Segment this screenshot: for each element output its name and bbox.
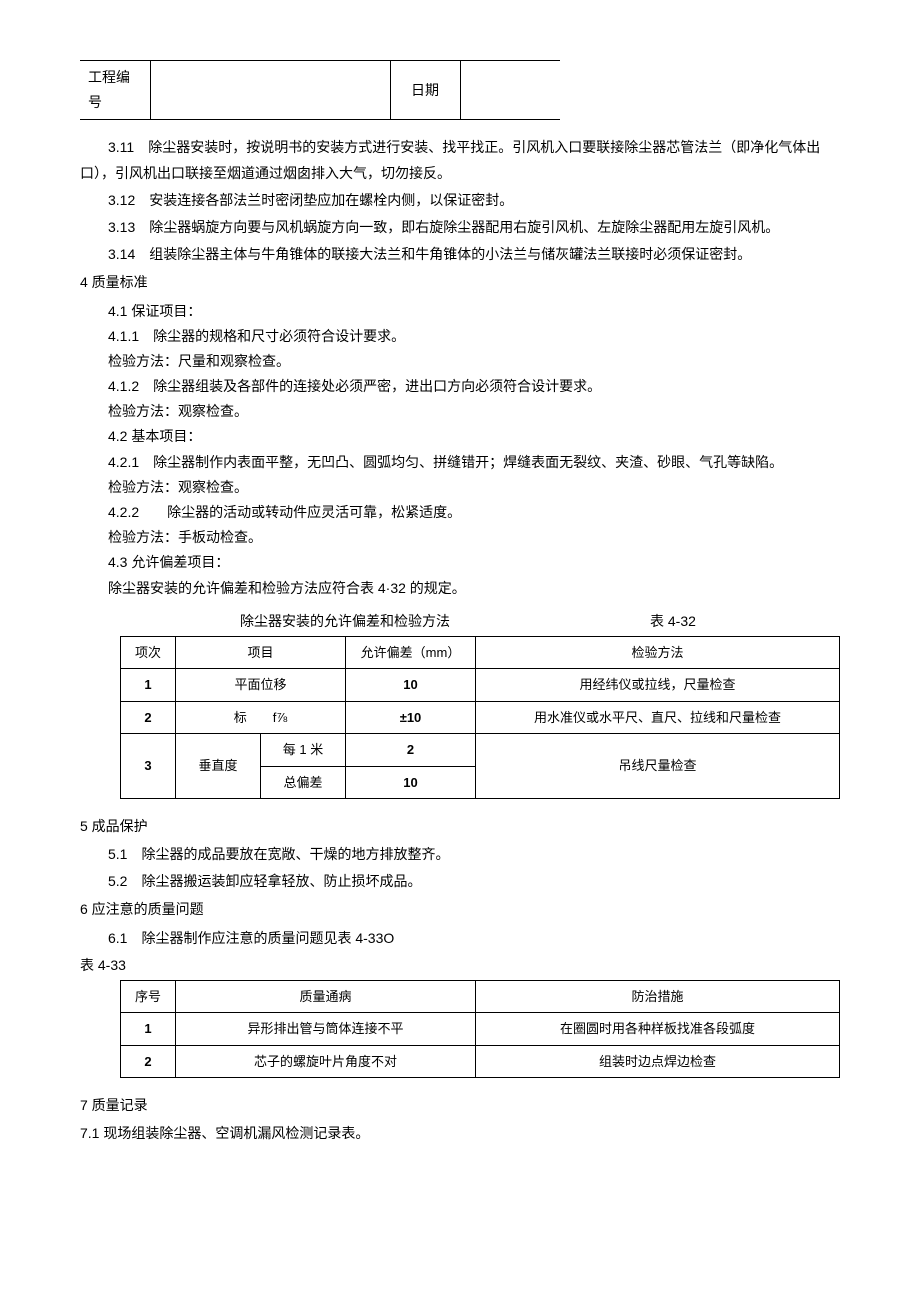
para-3-12: 3.12 安装连接各部法兰时密闭垫应加在螺栓内侧，以保证密封。 (80, 188, 840, 213)
table1-row2: 2 标 f⅞ ±10 用水准仪或水平尺、直尺、拉线和尺量检查 (121, 701, 840, 733)
table2-row1: 1 异形排出管与筒体连接不平 在圈圆时用各种样板找准各段弧度 (121, 1013, 840, 1045)
para-4-2-1: 4.2.1 除尘器制作内表面平整，无凹凸、圆弧均匀、拼缝错开；焊缝表面无裂纹、夹… (80, 450, 840, 475)
table2-h3: 防治措施 (476, 981, 840, 1013)
para-4-2-2: 4.2.2 除尘器的活动或转动件应灵活可靠，松紧适度。 (80, 500, 840, 525)
para-3-13: 3.13 除尘器蜗旋方向要与风机蜗旋方向一致，即右旋除尘器配用右旋引风机、左旋除… (80, 215, 840, 240)
table1-r3-item1: 垂直度 (176, 734, 261, 799)
para-5-2: 5.2 除尘器搬运装卸应轻拿轻放、防止损坏成品。 (80, 869, 840, 894)
table1-r1-method: 用经纬仪或拉线，尺量检查 (476, 669, 840, 701)
para-4-2-2-check: 检验方法：手板动检查。 (80, 525, 840, 550)
para-6-1: 6.1 除尘器制作应注意的质量问题见表 4-33O (80, 926, 840, 951)
table1-r1-dev: 10 (346, 669, 476, 701)
table2-ref: 表 4-33 (80, 953, 840, 978)
para-4-1-2-check: 检验方法：观察检查。 (80, 399, 840, 424)
section-4-1: 4.1 保证项目： (80, 299, 840, 324)
section-5: 5 成品保护 (80, 814, 840, 839)
table2-h2: 质量通病 (176, 981, 476, 1013)
date-value (460, 61, 560, 120)
table1-r3-item2: 每 1 米 (261, 734, 346, 766)
table1-r3-dev: 2 (346, 734, 476, 766)
table1-row1: 1 平面位移 10 用经纬仪或拉线，尺量检查 (121, 669, 840, 701)
section-4-2: 4.2 基本项目： (80, 424, 840, 449)
table1-r2-n: 2 (121, 701, 176, 733)
table2-r1-n: 1 (121, 1013, 176, 1045)
para-5-1: 5.1 除尘器的成品要放在宽敞、干燥的地方排放整齐。 (80, 842, 840, 867)
section-6: 6 应注意的质量问题 (80, 897, 840, 922)
table2-r1-issue: 异形排出管与筒体连接不平 (176, 1013, 476, 1045)
project-number-value (150, 61, 390, 120)
table2-h1: 序号 (121, 981, 176, 1013)
table1-r1-n: 1 (121, 669, 176, 701)
para-3-14: 3.14 组装除尘器主体与牛角锥体的联接大法兰和牛角锥体的小法兰与储灰罐法兰联接… (80, 242, 840, 267)
para-4-1-1: 4.1.1 除尘器的规格和尺寸必须符合设计要求。 (80, 324, 840, 349)
table1-h3: 允许偏差（mm） (346, 636, 476, 668)
date-label: 日期 (390, 61, 460, 120)
table1-row3: 3 垂直度 每 1 米 2 吊线尺量检查 (121, 734, 840, 766)
table2-r2-n: 2 (121, 1045, 176, 1077)
table1-h4: 检验方法 (476, 636, 840, 668)
para-3-11: 3.11 除尘器安装时，按说明书的安装方式进行安装、找平找正。引风机入口要联接除… (80, 135, 840, 185)
table1-r3-n: 3 (121, 734, 176, 799)
table2-r2-issue: 芯子的螺旋叶片角度不对 (176, 1045, 476, 1077)
table2-header-row: 序号 质量通病 防治措施 (121, 981, 840, 1013)
table1-h1: 项次 (121, 636, 176, 668)
table1-r2-item: 标 f⅞ (176, 701, 346, 733)
table1-r1-item: 平面位移 (176, 669, 346, 701)
table1-r3-method: 吊线尺量检查 (476, 734, 840, 799)
table1-r4-dev: 10 (346, 766, 476, 798)
table1-r2-dev: ±10 (346, 701, 476, 733)
table1-r4-item2: 总偏差 (261, 766, 346, 798)
section-4: 4 质量标准 (80, 270, 840, 295)
table2-r2-fix: 组装时边点焊边检查 (476, 1045, 840, 1077)
table2-row2: 2 芯子的螺旋叶片角度不对 组装时边点焊边检查 (121, 1045, 840, 1077)
table1-header-row: 项次 项目 允许偏差（mm） 检验方法 (121, 636, 840, 668)
table1-ref: 表 4-32 (650, 609, 696, 634)
para-4-3-a: 除尘器安装的允许偏差和检验方法应符合表 4·32 的规定。 (80, 576, 840, 601)
header-table: 工程编号 日期 (80, 61, 560, 120)
table1-r2-method: 用水准仪或水平尺、直尺、拉线和尺量检查 (476, 701, 840, 733)
table2-r1-fix: 在圈圆时用各种样板找准各段弧度 (476, 1013, 840, 1045)
project-number-label: 工程编号 (80, 61, 150, 120)
table-4-33: 序号 质量通病 防治措施 1 异形排出管与筒体连接不平 在圈圆时用各种样板找准各… (120, 980, 840, 1078)
section-4-3: 4.3 允许偏差项目： (80, 550, 840, 575)
table1-title-row: 除尘器安装的允许偏差和检验方法 表 4-32 (80, 609, 840, 634)
para-4-1-2: 4.1.2 除尘器组装及各部件的连接处必须严密，进出口方向必须符合设计要求。 (80, 374, 840, 399)
para-4-2-1-check: 检验方法：观察检查。 (80, 475, 840, 500)
table1-title: 除尘器安装的允许偏差和检验方法 (240, 609, 450, 634)
section-7: 7 质量记录 (80, 1093, 840, 1118)
para-7-1: 7.1 现场组装除尘器、空调机漏风检测记录表。 (80, 1121, 840, 1146)
table1-h2: 项目 (176, 636, 346, 668)
table-4-32: 项次 项目 允许偏差（mm） 检验方法 1 平面位移 10 用经纬仪或拉线，尺量… (120, 636, 840, 799)
para-4-1-1-check: 检验方法：尺量和观察检查。 (80, 349, 840, 374)
